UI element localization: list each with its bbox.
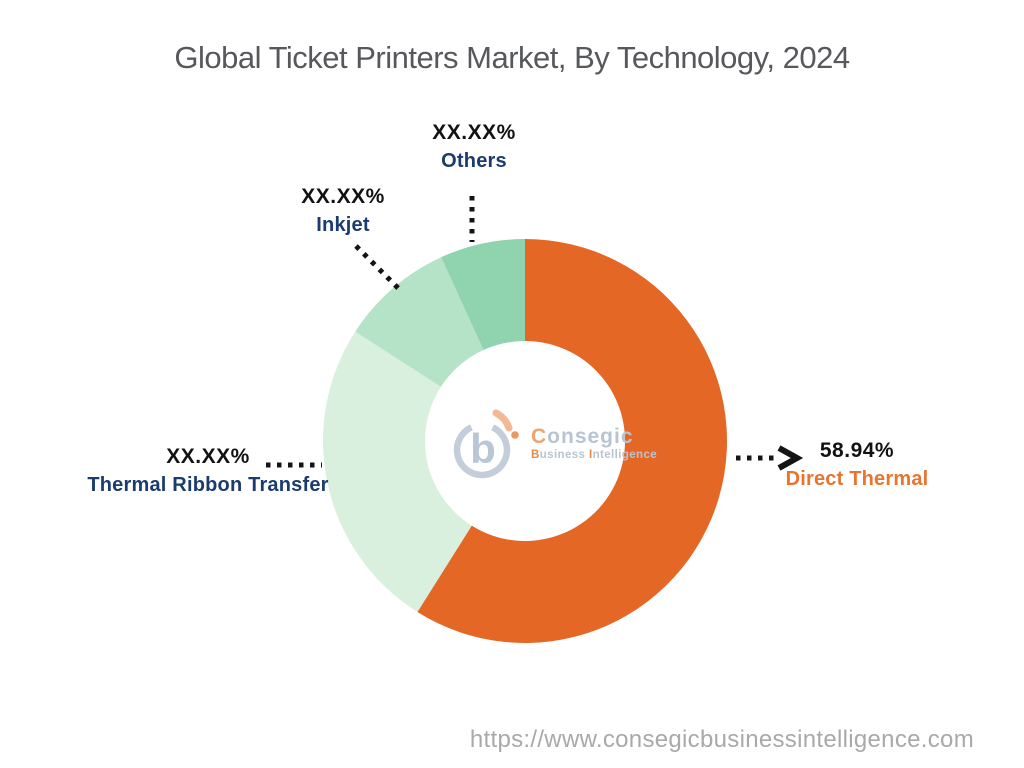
leader-line-inkjet — [354, 244, 402, 292]
arrowhead-icon — [777, 445, 804, 471]
segment-label: Others — [441, 150, 507, 172]
callout-direct-thermal: 58.94% Direct Thermal — [767, 440, 947, 489]
svg-text:b: b — [470, 425, 496, 472]
donut-segment-thermal-ribbon-transfer — [322, 331, 472, 612]
donut-segment-direct-thermal — [417, 239, 727, 643]
segment-value: 58.94% — [819, 439, 895, 462]
segment-value: XX.XX% — [301, 185, 385, 208]
watermark-text: Consegic Business Intelligence — [531, 426, 657, 462]
segment-label: Thermal Ribbon Transfer — [87, 474, 329, 496]
segment-value: XX.XX% — [432, 121, 516, 144]
callout-inkjet: XX.XX% Inkjet — [263, 186, 423, 235]
donut-segment-others — [441, 239, 525, 351]
consegic-logo-icon: b — [453, 409, 519, 479]
callout-others: XX.XX% Others — [394, 122, 554, 171]
donut-segments — [322, 239, 727, 643]
source-url: https://www.consegicbusinessintelligence… — [469, 726, 974, 753]
watermark-tagline: Business Intelligence — [531, 449, 658, 462]
watermark-brand: Consegic — [531, 425, 634, 449]
chart-title: Global Ticket Printers Market, By Techno… — [174, 40, 850, 75]
watermark-logo: b Consegic Business Intelligence — [452, 402, 657, 486]
callout-thermal-ribbon-transfer: XX.XX% Thermal Ribbon Transfer — [38, 446, 378, 495]
segment-label: Direct Thermal — [785, 468, 929, 490]
donut-segment-inkjet — [355, 257, 484, 387]
segment-label: Inkjet — [316, 214, 370, 236]
segment-value: XX.XX% — [166, 445, 250, 468]
